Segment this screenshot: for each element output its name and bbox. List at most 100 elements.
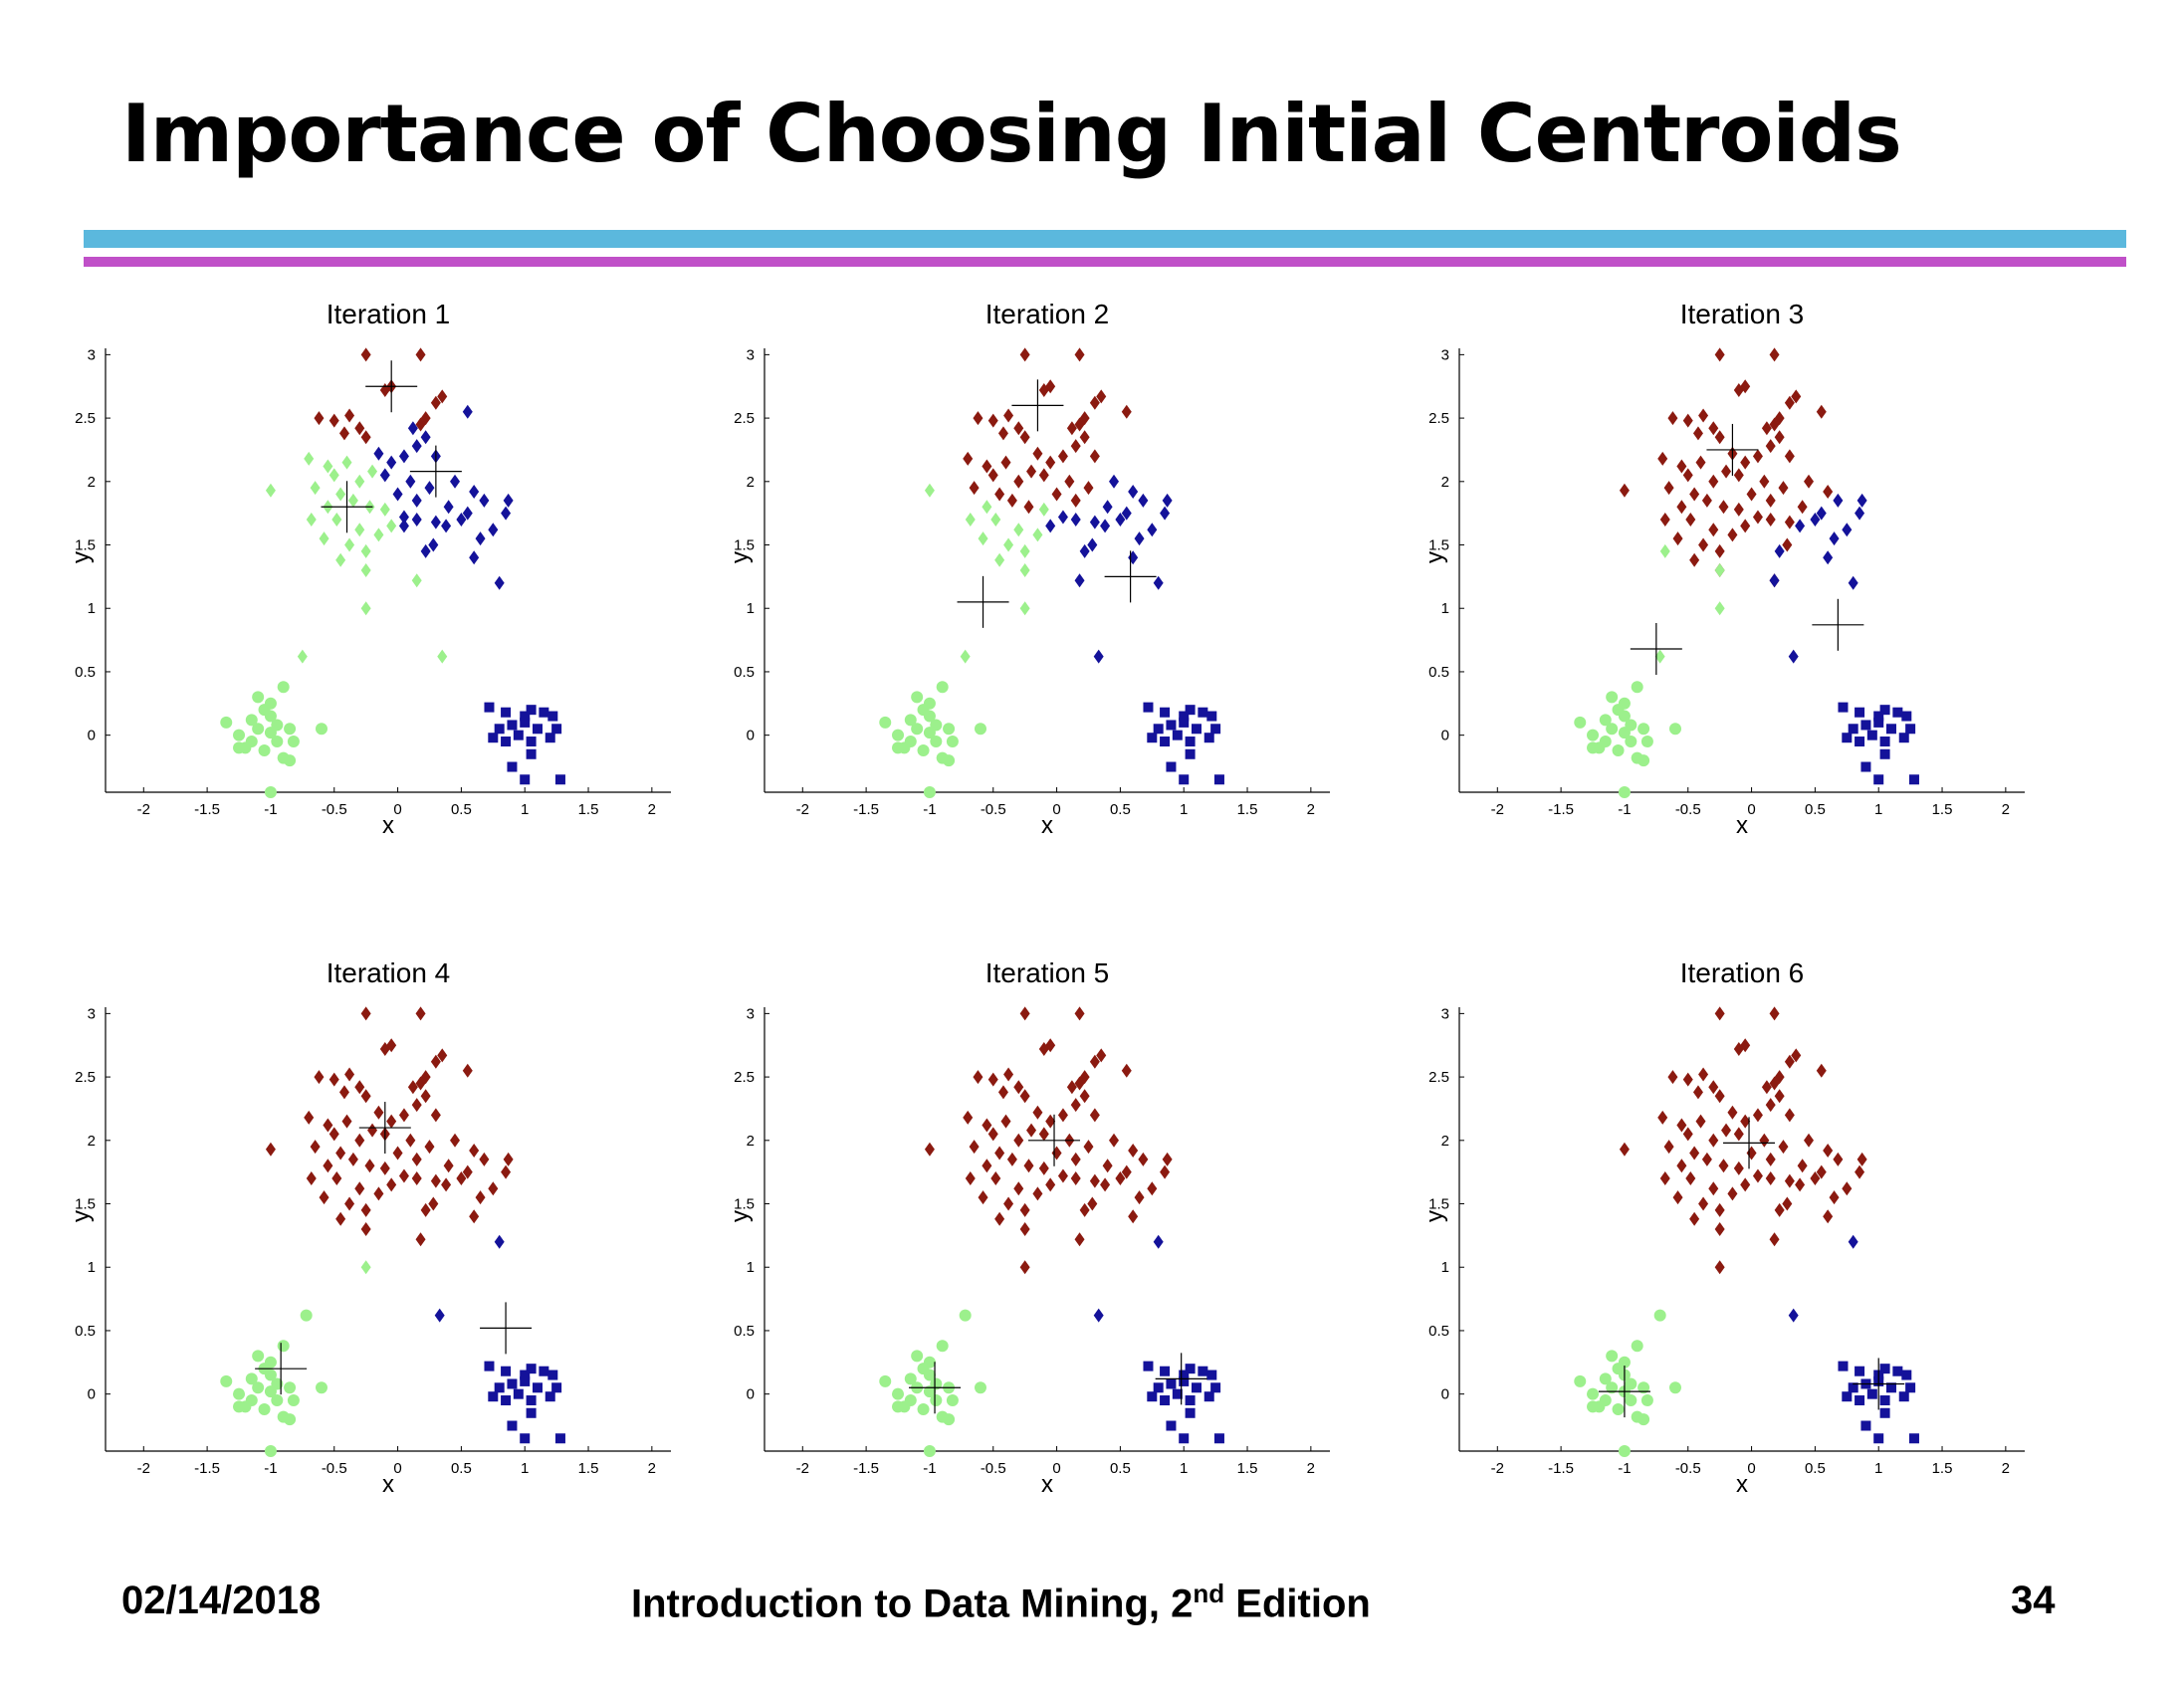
data-point-diamond: [441, 1177, 452, 1192]
data-point-circle: [1599, 1394, 1612, 1407]
data-point-diamond: [398, 1108, 409, 1123]
data-point-diamond: [1804, 1133, 1815, 1148]
data-point-diamond: [973, 411, 983, 426]
data-point-diamond: [1019, 347, 1030, 362]
x-tick-label: 2: [1307, 1460, 1315, 1477]
data-point-diamond: [1663, 1140, 1674, 1155]
data-point-diamond: [411, 1171, 422, 1186]
data-point-diamond: [488, 1181, 499, 1196]
data-point-square: [1879, 737, 1890, 747]
scatter-plot-4: Iteration 4 x y -2 -1.5 -1 -0.5 0 0.5 1 1.5 2 0 0.5 1 1…: [68, 957, 707, 1575]
data-point-circle: [1574, 716, 1587, 729]
data-point-diamond: [978, 531, 988, 546]
data-point-diamond: [1089, 1108, 1100, 1123]
data-point-diamond: [323, 1118, 333, 1133]
data-point-diamond: [1013, 474, 1024, 489]
data-point-diamond: [1619, 483, 1630, 498]
data-point-diamond: [960, 649, 971, 664]
x-tick-label: 1: [1180, 1460, 1188, 1477]
data-point-diamond: [503, 1152, 514, 1166]
data-point-diamond: [437, 1048, 448, 1063]
data-point-square: [526, 1407, 537, 1418]
data-point-diamond: [1718, 1159, 1729, 1173]
data-point-circle: [936, 681, 949, 694]
data-point-square: [1860, 720, 1871, 731]
data-point-circle: [974, 1381, 986, 1394]
x-axis-label: x: [1041, 812, 1053, 839]
data-point-diamond: [1708, 1181, 1719, 1196]
data-point-diamond: [405, 1133, 416, 1148]
data-point-diamond: [344, 1196, 355, 1211]
data-point-diamond: [1096, 1048, 1107, 1063]
y-tick-label: 2.5: [1428, 1069, 1449, 1086]
data-point-diamond: [335, 552, 346, 567]
data-point-circle: [1587, 1400, 1600, 1413]
data-point-diamond: [1003, 537, 1014, 552]
data-point-square: [1908, 1433, 1919, 1444]
data-point-diamond: [1070, 1152, 1081, 1166]
x-tick-label: 2: [2002, 1460, 2010, 1477]
data-point-square: [1185, 737, 1196, 747]
x-axis-label: x: [1736, 1471, 1748, 1498]
data-point-diamond: [1774, 1202, 1785, 1217]
x-tick-label: -1.5: [853, 801, 879, 818]
footer-book-title: Introduction to Data Mining, 2nd Edition: [631, 1579, 1371, 1626]
data-point-diamond: [443, 1159, 454, 1173]
data-point-diamond: [1057, 510, 1068, 525]
data-point-diamond: [360, 430, 371, 445]
data-point-diamond: [1733, 383, 1744, 398]
data-point-diamond: [990, 513, 1001, 527]
x-tick-label: -2: [137, 1460, 150, 1477]
x-tick-label: -2: [796, 1460, 809, 1477]
y-tick-label: 0.5: [734, 1323, 755, 1340]
data-point-diamond: [331, 1171, 342, 1186]
data-point-diamond: [1685, 1171, 1696, 1186]
x-tick-label: 0: [1052, 801, 1060, 818]
data-point-square: [1191, 724, 1201, 735]
data-point-diamond: [335, 1146, 346, 1160]
data-point-square: [1848, 724, 1858, 735]
data-point-square: [1838, 1361, 1849, 1371]
data-point-diamond: [1066, 1080, 1077, 1095]
y-tick-label: 1: [747, 1259, 755, 1276]
x-tick-label: -0.5: [981, 1460, 1006, 1477]
data-point-diamond: [1774, 411, 1785, 426]
data-point-diamond: [304, 1110, 315, 1125]
data-point-square: [1879, 1407, 1890, 1418]
data-point-square: [1879, 705, 1890, 716]
data-point-diamond: [1733, 1127, 1744, 1142]
data-point-circle: [264, 786, 277, 798]
data-point-diamond: [1689, 552, 1700, 567]
data-point-diamond: [379, 1042, 390, 1057]
data-point-diamond: [1856, 493, 1867, 508]
data-point-diamond: [1100, 1177, 1111, 1192]
y-tick-label: 1: [747, 600, 755, 617]
data-point-diamond: [1740, 1177, 1751, 1192]
data-point-diamond: [1087, 1196, 1098, 1211]
data-point-diamond: [1746, 1146, 1757, 1160]
x-tick-label: 1.5: [1932, 801, 1953, 818]
x-tick-label: -2: [1491, 801, 1504, 818]
data-point-diamond: [1797, 500, 1808, 515]
data-point-square: [520, 1370, 531, 1380]
data-point-square: [501, 707, 512, 718]
data-point-diamond: [965, 513, 976, 527]
data-point-diamond: [1714, 543, 1725, 558]
data-point-diamond: [1064, 474, 1075, 489]
data-point-diamond: [503, 493, 514, 508]
data-point-diamond: [1138, 493, 1149, 508]
data-point-diamond: [1038, 1127, 1049, 1142]
x-tick-label: 1.5: [1237, 801, 1258, 818]
data-point-diamond: [344, 1067, 355, 1082]
data-point-diamond: [1795, 519, 1806, 533]
x-tick-label: -1: [923, 801, 936, 818]
data-point-circle: [245, 1372, 258, 1385]
data-point-diamond: [1659, 543, 1670, 558]
x-tick-label: -2: [1491, 1460, 1504, 1477]
data-point-diamond: [373, 446, 384, 461]
data-point-diamond: [1746, 487, 1757, 502]
data-point-square: [1860, 1420, 1871, 1431]
data-point-square: [513, 1388, 524, 1399]
x-tick-label: 0.5: [1110, 801, 1131, 818]
data-point-diamond: [1855, 506, 1865, 521]
